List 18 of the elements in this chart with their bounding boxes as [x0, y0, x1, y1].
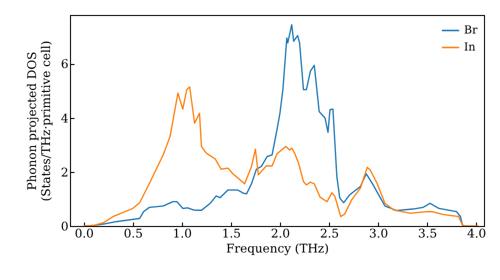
- x-tick-label: 3.5: [418, 226, 438, 240]
- y-tick-label: 2: [60, 165, 68, 180]
- x-axis-title: Frequency (THz): [226, 242, 329, 256]
- x-tick-label: 3.0: [369, 226, 388, 240]
- x-tick-label: 0.5: [124, 226, 143, 240]
- y-axis-title: Phonon projected DOS (States/THz·primitive cell): [24, 40, 53, 202]
- y-tick-label: 0: [60, 220, 68, 234]
- x-tick-label: 2.5: [320, 226, 340, 240]
- line-series: [83, 86, 479, 226]
- x-tick-label: 2.0: [270, 226, 290, 240]
- legend-label: In: [464, 40, 476, 54]
- x-tick-label: 1.0: [172, 226, 192, 240]
- y-tick-label: 6: [60, 57, 68, 72]
- x-tick-label: 4.0: [467, 226, 486, 240]
- y-tick-label: 4: [60, 111, 69, 126]
- x-tick-label: 0.0: [74, 226, 94, 240]
- legend-label: Br: [464, 24, 478, 36]
- x-tick-label: 1.5: [222, 226, 241, 240]
